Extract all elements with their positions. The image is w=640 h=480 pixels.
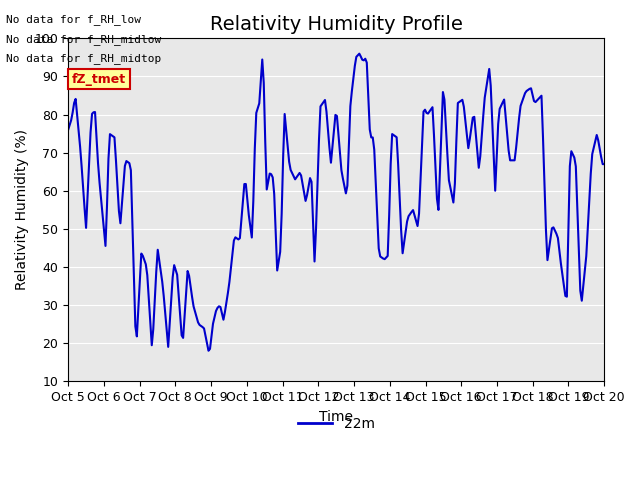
Title: Relativity Humidity Profile: Relativity Humidity Profile — [210, 15, 463, 34]
Text: fZ_tmet: fZ_tmet — [72, 72, 126, 86]
Text: No data for f_RH_midlow: No data for f_RH_midlow — [6, 34, 162, 45]
Text: No data for f_RH_midtop: No data for f_RH_midtop — [6, 53, 162, 64]
Y-axis label: Relativity Humidity (%): Relativity Humidity (%) — [15, 130, 29, 290]
Legend: 22m: 22m — [292, 411, 380, 436]
Text: No data for f_RH_low: No data for f_RH_low — [6, 14, 141, 25]
X-axis label: Time: Time — [319, 410, 353, 424]
